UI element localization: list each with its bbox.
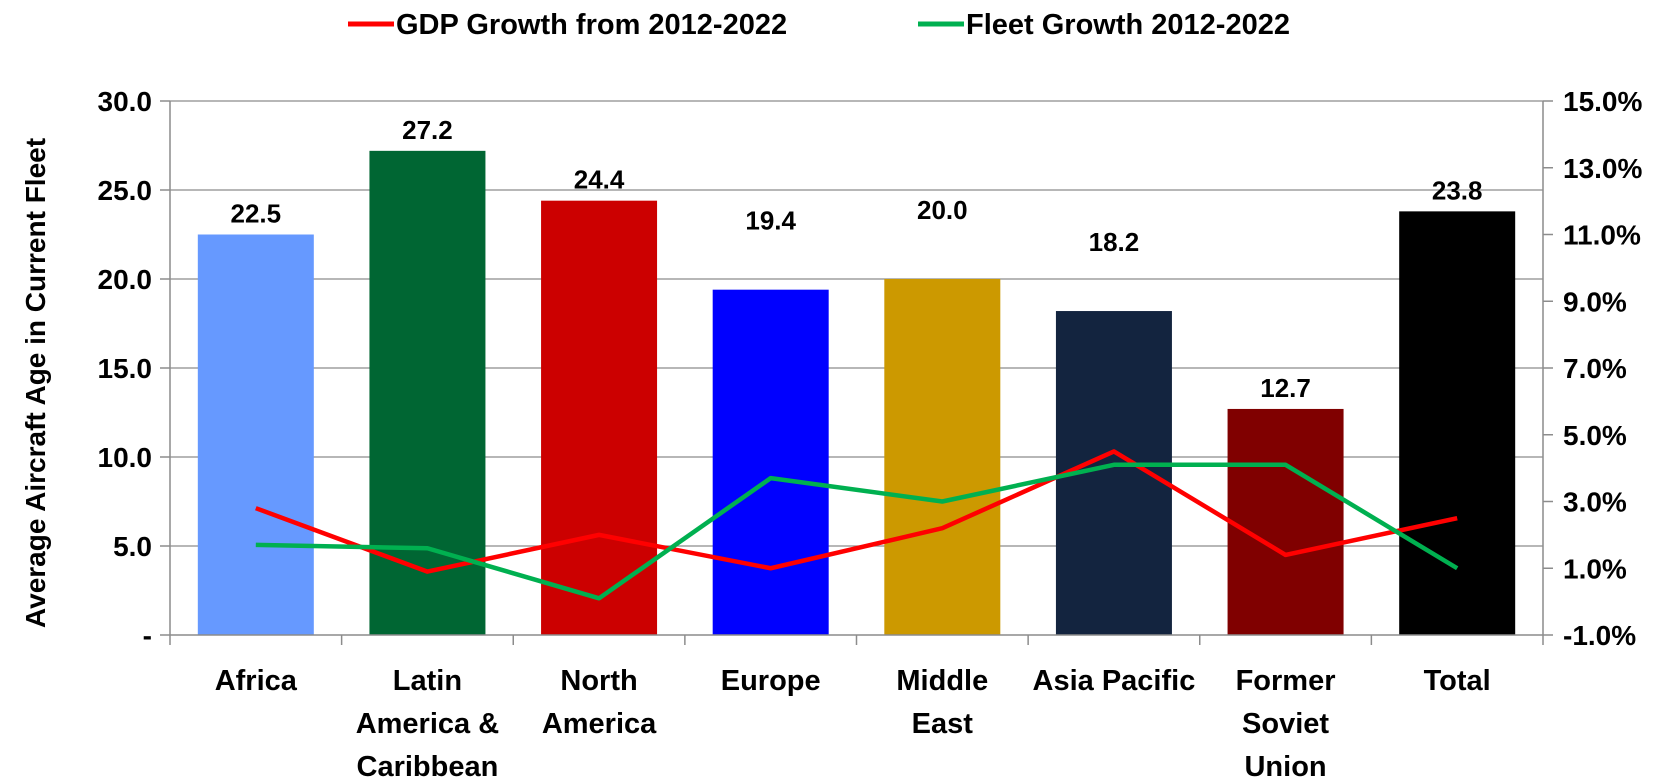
legend-label: GDP Growth from 2012-2022	[396, 9, 787, 41]
y2-tick-label: 1.0%	[1563, 553, 1627, 584]
data-label: 19.4	[745, 206, 796, 236]
data-label: 20.0	[917, 195, 968, 225]
lines	[255, 449, 1459, 601]
y-tick-label: 30.0	[98, 86, 153, 117]
bar-middle-east	[884, 279, 1001, 635]
data-label: 12.7	[1260, 373, 1311, 403]
x-tick-label: Soviet	[1242, 708, 1329, 740]
bar-latin-america-caribbean	[369, 150, 486, 635]
y-tick-label: 5.0	[113, 531, 152, 562]
data-label: 18.2	[1089, 227, 1140, 257]
x-tick-label: Union	[1244, 751, 1326, 779]
y2-tick-label: 9.0%	[1563, 286, 1627, 317]
bar-north-america	[541, 200, 658, 635]
y-tick-label: 20.0	[98, 264, 153, 295]
data-label: 27.2	[402, 115, 453, 145]
data-label: 22.5	[231, 199, 282, 229]
bar-former-soviet-union	[1227, 408, 1344, 635]
axes	[160, 100, 1553, 645]
y2-tick-label: -1.0%	[1563, 620, 1636, 651]
y-tick-label: -	[143, 620, 152, 651]
y2-tick-label: 3.0%	[1563, 487, 1627, 518]
data-label: 23.8	[1432, 175, 1483, 205]
tick-labels: - 5.0 10.0 15.0 20.0 25.0 30.0 -1.0% 1.0% 3.0% 5.0…	[98, 86, 1643, 779]
y2-tick-label: 7.0%	[1563, 353, 1627, 384]
x-tick-label: America	[542, 708, 657, 740]
y2-tick-label: 11.0%	[1563, 220, 1641, 251]
x-tick-label: Asia Pacific	[1033, 665, 1196, 697]
line-gdp-growth-from-2012-2022	[255, 449, 1458, 574]
x-tick-label: Latin	[393, 665, 462, 697]
y2-tick-label: 15.0%	[1563, 86, 1642, 117]
y-tick-label: 10.0	[98, 442, 153, 473]
x-tick-label: Europe	[721, 665, 821, 697]
bars	[197, 150, 1516, 636]
legend-label: Fleet Growth 2012-2022	[966, 9, 1290, 41]
bar-total	[1399, 211, 1516, 636]
y-tick-label: 15.0	[98, 353, 153, 384]
legend: GDP Growth from 2012-2022 Fleet Growth 20…	[348, 9, 1290, 41]
x-tick-label: Former	[1236, 665, 1336, 697]
x-tick-label: America &	[356, 708, 500, 740]
x-tick-label: East	[912, 708, 974, 740]
bar-africa	[197, 234, 314, 635]
x-tick-label: Total	[1424, 665, 1491, 697]
x-tick-label: North	[560, 665, 637, 697]
y-tick-label: 25.0	[98, 175, 153, 206]
data-labels: 22.5 27.2 24.4 19.4 20.0 18.2 12.7 23.8	[231, 115, 1483, 403]
y2-tick-label: 13.0%	[1563, 153, 1642, 184]
line-fleet-growth-2012-2022	[255, 462, 1459, 601]
data-label: 24.4	[574, 165, 625, 195]
bar-europe	[712, 289, 829, 635]
x-tick-label: Africa	[215, 665, 298, 697]
x-tick-label: Middle	[896, 665, 988, 697]
y-axis-title: Average Aircraft Age in Current Fleet	[20, 138, 51, 628]
x-tick-label: Caribbean	[357, 751, 499, 779]
y2-tick-label: 5.0%	[1563, 420, 1627, 451]
